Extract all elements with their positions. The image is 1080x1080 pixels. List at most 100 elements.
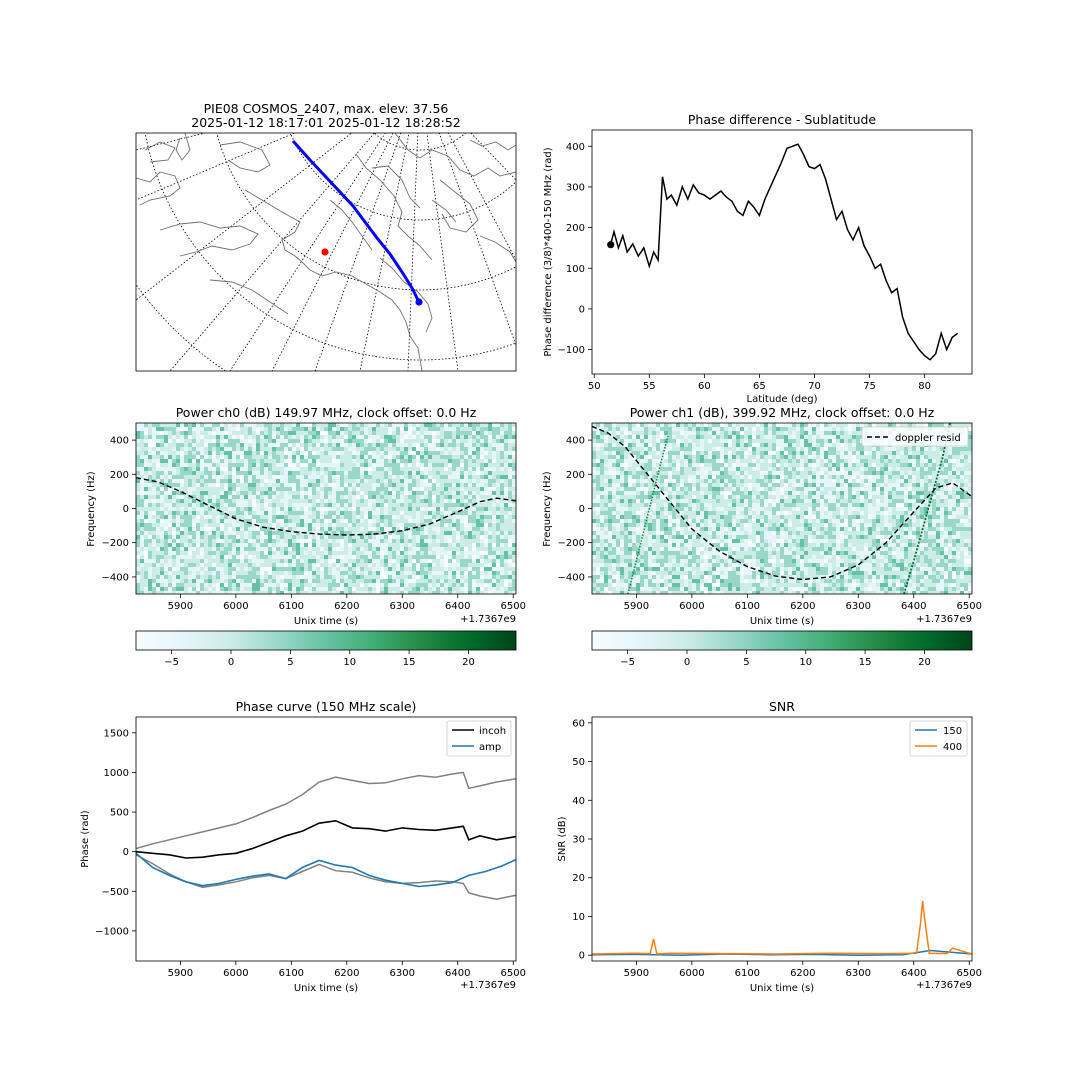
x-tick-label: 6500 bbox=[956, 601, 981, 612]
y-tick-label: 0 bbox=[579, 304, 585, 315]
x-tick-label: 5900 bbox=[624, 968, 649, 979]
colorbar-ch0-ticks: −5 0 5 10 15 20 bbox=[164, 650, 475, 668]
y-tick-label: 0 bbox=[123, 504, 129, 515]
x-tick-label: 70 bbox=[808, 381, 821, 392]
x-tick-label: 5900 bbox=[168, 601, 193, 612]
x-tick-label: 6200 bbox=[334, 968, 359, 979]
x-tick-label: 6300 bbox=[390, 601, 415, 612]
x-tick-label: 6000 bbox=[679, 968, 704, 979]
x-tick-label: 6100 bbox=[279, 601, 304, 612]
x-tick-label: 6500 bbox=[500, 601, 525, 612]
chart-b-yticks: −400 −200 0 200 400 bbox=[102, 436, 136, 583]
y-tick-label: 500 bbox=[110, 808, 129, 819]
x-tick-label: 6000 bbox=[223, 601, 248, 612]
colorbar-tick-label: 20 bbox=[918, 657, 931, 668]
colorbar-tick-label: −5 bbox=[620, 657, 635, 668]
phase-diff-line bbox=[609, 143, 959, 361]
chart-c-xticks: 5900 6000 6100 6200 6300 6400 6500 bbox=[624, 594, 982, 612]
chart-phase-latitude: Phase difference - Sublatitude Latitude … bbox=[543, 112, 973, 405]
y-tick-label: −400 bbox=[102, 572, 129, 583]
map-panel: PIE08 COSMOS_2407, max. elev: 37.56 2025… bbox=[135, 101, 517, 372]
satellite-track bbox=[291, 139, 421, 303]
legend-amp-label: amp bbox=[479, 742, 501, 753]
x-tick-label: 75 bbox=[863, 381, 876, 392]
legend-snr: 150 400 bbox=[909, 720, 968, 757]
colorbar-tick-label: 5 bbox=[287, 657, 293, 668]
y-tick-label: 400 bbox=[566, 436, 585, 447]
chart-c-title: Power ch1 (dB), 399.92 MHz, clock offset… bbox=[630, 405, 935, 420]
colorbar-ch1-ticks: −5 0 5 10 15 20 bbox=[620, 650, 931, 668]
y-tick-label: 200 bbox=[566, 470, 585, 481]
colorbar-tick-label: 15 bbox=[403, 657, 416, 668]
incoh-line bbox=[136, 819, 516, 859]
chart-e-offset: +1.7367e9 bbox=[916, 980, 972, 991]
y-tick-label: 100 bbox=[566, 264, 585, 275]
chart-d-offset: +1.7367e9 bbox=[460, 980, 516, 991]
legend-doppler-label: doppler resid bbox=[895, 433, 961, 444]
chart-e-title: SNR bbox=[769, 699, 795, 714]
chart-a-title: Phase difference - Sublatitude bbox=[688, 112, 877, 127]
x-tick-label: 6500 bbox=[500, 968, 525, 979]
colorbar-tick-label: 20 bbox=[462, 657, 475, 668]
legend-400-label: 400 bbox=[943, 742, 962, 753]
y-tick-label: 300 bbox=[566, 182, 585, 193]
colorbar-tick-label: −5 bbox=[164, 657, 179, 668]
y-tick-label: 10 bbox=[572, 912, 585, 923]
x-tick-label: 6000 bbox=[223, 968, 248, 979]
chart-phase-curve: Phase curve (150 MHz scale) Unix time (s… bbox=[80, 699, 526, 994]
trace-streak-1 bbox=[627, 435, 669, 594]
x-tick-label: 6100 bbox=[735, 601, 760, 612]
x-tick-label: 6200 bbox=[334, 601, 359, 612]
snr-400-line bbox=[592, 900, 972, 955]
doppler-resid-line bbox=[592, 425, 972, 581]
amp-line bbox=[136, 852, 516, 888]
x-tick-label: 65 bbox=[753, 381, 766, 392]
colorbar-ch1: −5 0 5 10 15 20 bbox=[591, 630, 973, 668]
chart-snr: SNR Unix time (s) +1.7367e9 SNR (dB) 590… bbox=[557, 699, 982, 994]
heatmap-ch0 bbox=[136, 423, 516, 594]
map-title-line2: 2025-01-12 18:17:01 2025-01-12 18:28:52 bbox=[191, 115, 461, 130]
colorbar-tick-label: 5 bbox=[743, 657, 749, 668]
legend-150-label: 150 bbox=[943, 726, 962, 737]
x-tick-label: 6300 bbox=[846, 601, 871, 612]
chart-power-ch1: Power ch1 (dB), 399.92 MHz, clock offset… bbox=[542, 405, 982, 627]
x-tick-label: 5900 bbox=[624, 601, 649, 612]
x-tick-label: 6300 bbox=[390, 968, 415, 979]
x-tick-label: 6400 bbox=[901, 601, 926, 612]
legend-ch1: doppler resid bbox=[861, 426, 969, 447]
chart-b-xlabel: Unix time (s) bbox=[294, 616, 358, 627]
lower-envelope-line bbox=[136, 854, 516, 900]
chart-b-ylabel: Frequency (Hz) bbox=[86, 471, 97, 547]
y-tick-label: −500 bbox=[102, 887, 129, 898]
x-tick-label: 60 bbox=[698, 381, 711, 392]
y-tick-label: 1000 bbox=[104, 768, 129, 779]
chart-d-title: Phase curve (150 MHz scale) bbox=[236, 699, 417, 714]
x-tick-label: 55 bbox=[643, 381, 656, 392]
chart-a-yticks: −100 0 100 200 300 400 bbox=[558, 142, 592, 356]
chart-b-title: Power ch0 (dB) 149.97 MHz, clock offset:… bbox=[176, 405, 477, 420]
y-tick-label: 0 bbox=[579, 504, 585, 515]
y-tick-label: 50 bbox=[572, 757, 585, 768]
chart-e-xlabel: Unix time (s) bbox=[750, 983, 814, 994]
y-tick-label: 20 bbox=[572, 873, 585, 884]
map-graticule bbox=[136, 133, 516, 371]
upper-envelope-line bbox=[136, 771, 516, 850]
y-tick-label: 400 bbox=[110, 436, 129, 447]
y-tick-label: −100 bbox=[558, 345, 585, 356]
x-tick-label: 6100 bbox=[279, 968, 304, 979]
x-tick-label: 6300 bbox=[846, 968, 871, 979]
x-tick-label: 6000 bbox=[679, 601, 704, 612]
y-tick-label: 1500 bbox=[104, 728, 129, 739]
chart-d-ylabel: Phase (rad) bbox=[80, 810, 91, 868]
x-tick-label: 6400 bbox=[445, 601, 470, 612]
colorbar-tick-label: 0 bbox=[684, 657, 690, 668]
x-tick-label: 6100 bbox=[735, 968, 760, 979]
colorbar-tick-label: 0 bbox=[228, 657, 234, 668]
colorbar-tick-label: 15 bbox=[859, 657, 872, 668]
doppler-resid-line bbox=[136, 477, 516, 536]
x-tick-label: 6200 bbox=[790, 601, 815, 612]
chart-c-xlabel: Unix time (s) bbox=[750, 616, 814, 627]
colorbar-tick-label: 10 bbox=[343, 657, 356, 668]
y-tick-label: −200 bbox=[558, 538, 585, 549]
